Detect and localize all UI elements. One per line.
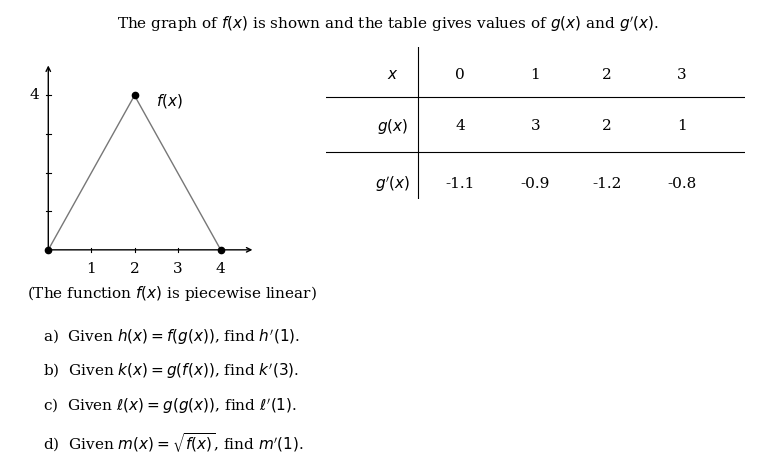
Text: 4: 4 (216, 262, 226, 276)
Text: 1: 1 (531, 68, 540, 82)
Text: The graph of $f(x)$ is shown and the table gives values of $g(x)$ and $g'(x)$.: The graph of $f(x)$ is shown and the tab… (117, 14, 659, 34)
Text: 2: 2 (602, 119, 611, 133)
Text: -0.8: -0.8 (667, 177, 697, 191)
Text: 2: 2 (130, 262, 140, 276)
Text: $g'(x)$: $g'(x)$ (376, 174, 411, 194)
Text: 3: 3 (677, 68, 687, 82)
Text: c)  Given $\ell(x) = g(g(x))$, find $\ell'(1)$.: c) Given $\ell(x) = g(g(x))$, find $\ell… (43, 396, 296, 416)
Text: 0: 0 (456, 68, 465, 82)
Text: 3: 3 (531, 119, 540, 133)
Text: d)  Given $m(x) = \sqrt{f(x)}$, find $m'(1)$.: d) Given $m(x) = \sqrt{f(x)}$, find $m'(… (43, 431, 303, 455)
Text: -0.9: -0.9 (521, 177, 550, 191)
Text: $x$: $x$ (387, 68, 399, 82)
Text: (The function $f(x)$ is piecewise linear): (The function $f(x)$ is piecewise linear… (27, 284, 317, 303)
Text: 1: 1 (677, 119, 687, 133)
Text: $f(x)$: $f(x)$ (156, 92, 183, 110)
Text: 3: 3 (173, 262, 182, 276)
Text: -1.1: -1.1 (445, 177, 475, 191)
Text: $g(x)$: $g(x)$ (377, 117, 409, 136)
Text: a)  Given $h(x) = f(g(x))$, find $h'(1)$.: a) Given $h(x) = f(g(x))$, find $h'(1)$. (43, 327, 300, 346)
Text: b)  Given $k(x) = g(f(x))$, find $k'(3)$.: b) Given $k(x) = g(f(x))$, find $k'(3)$. (43, 362, 299, 381)
Text: 1: 1 (86, 262, 96, 276)
Text: 2: 2 (602, 68, 611, 82)
Text: 4: 4 (29, 89, 39, 102)
Text: -1.2: -1.2 (592, 177, 622, 191)
Text: 4: 4 (456, 119, 465, 133)
